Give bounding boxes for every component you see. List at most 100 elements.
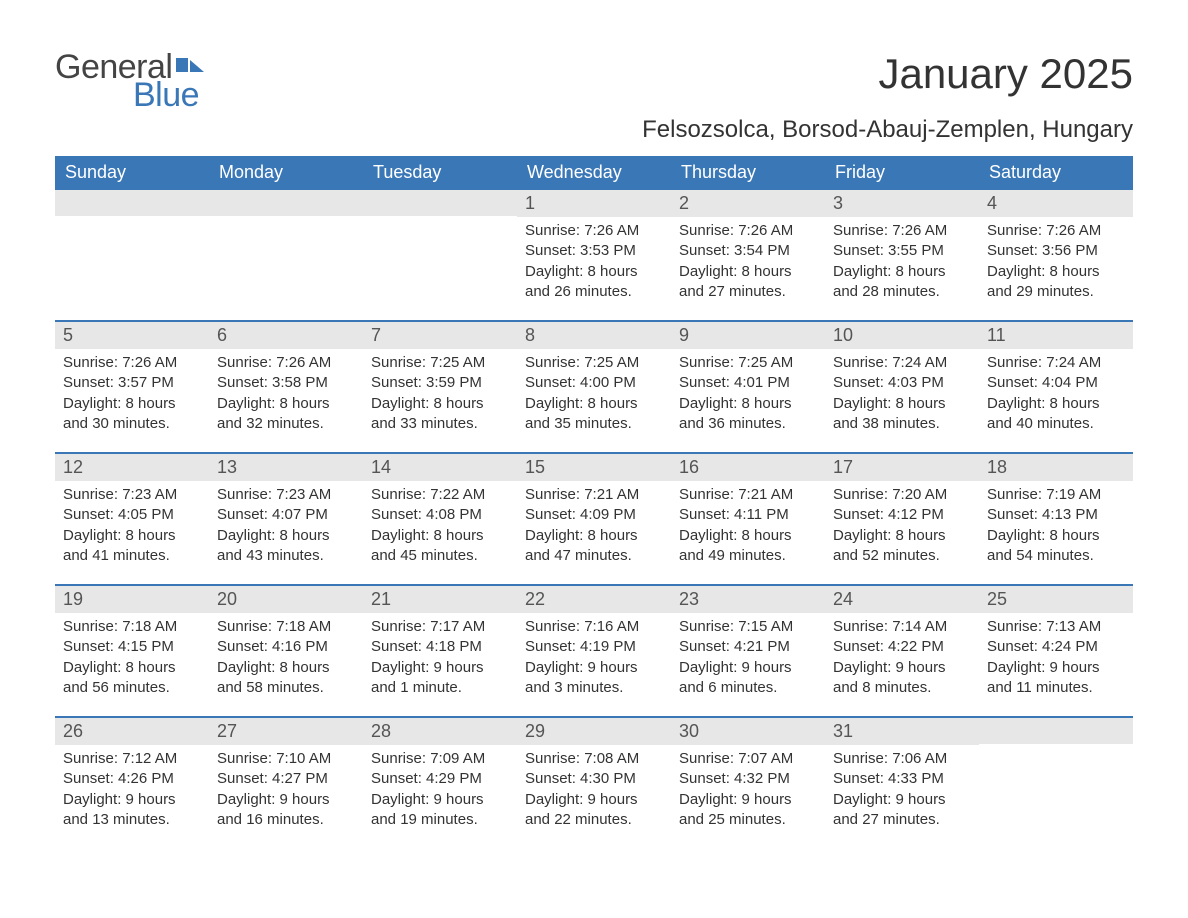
calendar-day-cell: 29Sunrise: 7:08 AMSunset: 4:30 PMDayligh… [517,718,671,838]
calendar-day-cell: 28Sunrise: 7:09 AMSunset: 4:29 PMDayligh… [363,718,517,838]
calendar-day-cell: 14Sunrise: 7:22 AMSunset: 4:08 PMDayligh… [363,454,517,574]
day-detail-line: Daylight: 9 hours [525,790,663,810]
day-details: Sunrise: 7:16 AMSunset: 4:19 PMDaylight:… [517,613,671,706]
day-detail-line: Sunset: 4:11 PM [679,505,817,525]
day-detail-line: and 28 minutes. [833,282,971,302]
day-detail-line: Sunset: 4:08 PM [371,505,509,525]
calendar-day-cell: 12Sunrise: 7:23 AMSunset: 4:05 PMDayligh… [55,454,209,574]
day-details [363,216,517,228]
day-number: 11 [979,322,1133,349]
day-detail-line: and 26 minutes. [525,282,663,302]
day-details: Sunrise: 7:21 AMSunset: 4:09 PMDaylight:… [517,481,671,574]
day-number: 24 [825,586,979,613]
location-subtitle: Felsozsolca, Borsod-Abauj-Zemplen, Hunga… [642,116,1133,144]
day-detail-line: Sunrise: 7:21 AM [525,485,663,505]
day-details: Sunrise: 7:26 AMSunset: 3:55 PMDaylight:… [825,217,979,310]
day-number: 22 [517,586,671,613]
calendar-day-cell: 18Sunrise: 7:19 AMSunset: 4:13 PMDayligh… [979,454,1133,574]
logo-flag-icon [176,54,206,78]
day-details: Sunrise: 7:09 AMSunset: 4:29 PMDaylight:… [363,745,517,838]
logo-text-blue: Blue [133,78,206,112]
day-number: 9 [671,322,825,349]
day-details: Sunrise: 7:25 AMSunset: 3:59 PMDaylight:… [363,349,517,442]
day-number: 6 [209,322,363,349]
day-detail-line: Sunset: 4:07 PM [217,505,355,525]
day-detail-line: and 8 minutes. [833,678,971,698]
day-detail-line: Sunrise: 7:12 AM [63,749,201,769]
day-detail-line: Daylight: 9 hours [371,790,509,810]
calendar-day-cell: 23Sunrise: 7:15 AMSunset: 4:21 PMDayligh… [671,586,825,706]
day-detail-line: Daylight: 9 hours [679,658,817,678]
day-details: Sunrise: 7:23 AMSunset: 4:05 PMDaylight:… [55,481,209,574]
calendar-day-cell: 31Sunrise: 7:06 AMSunset: 4:33 PMDayligh… [825,718,979,838]
day-detail-line: Sunset: 4:05 PM [63,505,201,525]
day-detail-line: and 29 minutes. [987,282,1125,302]
day-number: 18 [979,454,1133,481]
day-details: Sunrise: 7:10 AMSunset: 4:27 PMDaylight:… [209,745,363,838]
calendar-day-cell: 6Sunrise: 7:26 AMSunset: 3:58 PMDaylight… [209,322,363,442]
day-number: 4 [979,190,1133,217]
calendar-day-cell: 21Sunrise: 7:17 AMSunset: 4:18 PMDayligh… [363,586,517,706]
day-number: 23 [671,586,825,613]
day-detail-line: Daylight: 8 hours [217,526,355,546]
day-detail-line: Daylight: 9 hours [525,658,663,678]
calendar-day-cell: 1Sunrise: 7:26 AMSunset: 3:53 PMDaylight… [517,190,671,310]
day-detail-line: Sunset: 3:55 PM [833,241,971,261]
day-detail-line: and 52 minutes. [833,546,971,566]
day-detail-line: Sunrise: 7:24 AM [833,353,971,373]
day-number: 1 [517,190,671,217]
calendar-week-row: 5Sunrise: 7:26 AMSunset: 3:57 PMDaylight… [55,320,1133,442]
day-number: 31 [825,718,979,745]
day-details: Sunrise: 7:24 AMSunset: 4:04 PMDaylight:… [979,349,1133,442]
day-detail-line: and 27 minutes. [679,282,817,302]
day-detail-line: Sunset: 4:01 PM [679,373,817,393]
day-detail-line: Daylight: 9 hours [833,658,971,678]
day-details: Sunrise: 7:24 AMSunset: 4:03 PMDaylight:… [825,349,979,442]
day-number: 21 [363,586,517,613]
day-details: Sunrise: 7:20 AMSunset: 4:12 PMDaylight:… [825,481,979,574]
day-detail-line: Sunset: 4:22 PM [833,637,971,657]
calendar-day-cell [979,718,1133,838]
calendar-day-cell [209,190,363,310]
calendar-week-row: 1Sunrise: 7:26 AMSunset: 3:53 PMDaylight… [55,190,1133,310]
day-detail-line: and 58 minutes. [217,678,355,698]
day-detail-line: Sunset: 4:26 PM [63,769,201,789]
day-details: Sunrise: 7:15 AMSunset: 4:21 PMDaylight:… [671,613,825,706]
calendar-header-cell: Thursday [671,156,825,190]
day-number: 27 [209,718,363,745]
day-detail-line: Sunrise: 7:26 AM [987,221,1125,241]
day-detail-line: Sunset: 4:00 PM [525,373,663,393]
day-detail-line: and 38 minutes. [833,414,971,434]
day-number: 10 [825,322,979,349]
day-detail-line: Sunset: 4:04 PM [987,373,1125,393]
day-details: Sunrise: 7:25 AMSunset: 4:01 PMDaylight:… [671,349,825,442]
day-detail-line: and 33 minutes. [371,414,509,434]
day-details: Sunrise: 7:26 AMSunset: 3:57 PMDaylight:… [55,349,209,442]
day-detail-line: Sunset: 4:18 PM [371,637,509,657]
day-detail-line: Daylight: 8 hours [371,526,509,546]
day-details: Sunrise: 7:13 AMSunset: 4:24 PMDaylight:… [979,613,1133,706]
day-details: Sunrise: 7:23 AMSunset: 4:07 PMDaylight:… [209,481,363,574]
day-detail-line: Sunset: 3:59 PM [371,373,509,393]
day-detail-line: Sunset: 4:30 PM [525,769,663,789]
day-detail-line: Sunset: 4:27 PM [217,769,355,789]
day-detail-line: Daylight: 8 hours [217,394,355,414]
day-detail-line: Sunset: 4:19 PM [525,637,663,657]
day-number: 28 [363,718,517,745]
day-detail-line: Daylight: 8 hours [371,394,509,414]
day-detail-line: Sunrise: 7:26 AM [525,221,663,241]
day-detail-line: Daylight: 8 hours [833,526,971,546]
day-detail-line: Daylight: 8 hours [833,262,971,282]
calendar-day-cell: 5Sunrise: 7:26 AMSunset: 3:57 PMDaylight… [55,322,209,442]
day-number: 3 [825,190,979,217]
day-details [209,216,363,228]
calendar-header-cell: Sunday [55,156,209,190]
day-detail-line: and 22 minutes. [525,810,663,830]
calendar-day-cell: 9Sunrise: 7:25 AMSunset: 4:01 PMDaylight… [671,322,825,442]
calendar-header-cell: Friday [825,156,979,190]
day-number: 13 [209,454,363,481]
day-details: Sunrise: 7:19 AMSunset: 4:13 PMDaylight:… [979,481,1133,574]
calendar-day-cell: 2Sunrise: 7:26 AMSunset: 3:54 PMDaylight… [671,190,825,310]
day-details: Sunrise: 7:18 AMSunset: 4:15 PMDaylight:… [55,613,209,706]
day-detail-line: Sunrise: 7:18 AM [63,617,201,637]
